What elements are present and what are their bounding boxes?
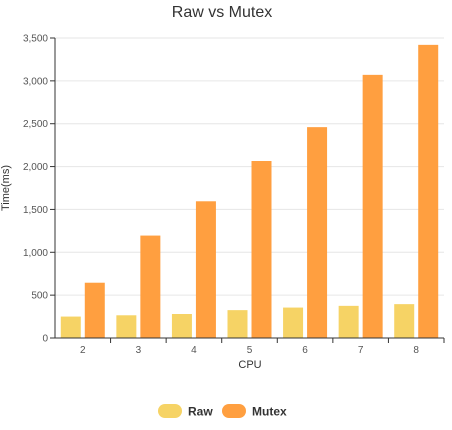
bars bbox=[60, 44, 439, 339]
bar-raw-2[interactable] bbox=[60, 316, 81, 338]
x-tick-label: 3 bbox=[136, 345, 142, 356]
legend-swatch bbox=[158, 404, 182, 418]
x-axis-ticks: 2 3 4 5 6 7 8 bbox=[80, 338, 445, 356]
y-tick-label: 3,000 bbox=[23, 76, 48, 87]
bar-raw-6[interactable] bbox=[283, 307, 304, 338]
bar-raw-4[interactable] bbox=[171, 314, 192, 338]
y-tick-label: 1,000 bbox=[23, 248, 48, 259]
chart-title: Raw vs Mutex bbox=[172, 4, 272, 21]
legend-item-raw[interactable]: Raw bbox=[158, 404, 213, 419]
bar-raw-8[interactable] bbox=[394, 304, 415, 338]
x-tick-label: 6 bbox=[302, 345, 308, 356]
x-tick-label: 2 bbox=[80, 345, 86, 356]
legend-label: Raw bbox=[188, 405, 213, 419]
bar-raw-5[interactable] bbox=[227, 310, 248, 338]
y-tick-label: 3,500 bbox=[23, 34, 48, 45]
legend-label: Mutex bbox=[252, 405, 287, 419]
x-tick-label: 5 bbox=[247, 345, 253, 356]
bar-raw-7[interactable] bbox=[338, 305, 359, 338]
x-tick-label: 4 bbox=[191, 345, 197, 356]
bar-mutex-6[interactable] bbox=[307, 127, 328, 339]
y-axis-ticks: 0 500 1,000 1,500 2,000 2,500 3,000 3,500 bbox=[23, 34, 55, 345]
x-tick-label: 8 bbox=[413, 345, 419, 356]
axes bbox=[54, 38, 444, 339]
bar-mutex-8[interactable] bbox=[418, 44, 439, 338]
y-tick-label: 0 bbox=[42, 334, 48, 345]
bar-mutex-2[interactable] bbox=[84, 282, 105, 338]
y-axis-title: Time(ms) bbox=[0, 165, 12, 211]
bar-mutex-4[interactable] bbox=[195, 201, 216, 338]
y-tick-label: 500 bbox=[31, 291, 48, 302]
legend[interactable]: Raw Mutex bbox=[158, 404, 287, 419]
y-tick-label: 1,500 bbox=[23, 205, 48, 216]
bar-mutex-7[interactable] bbox=[362, 74, 383, 338]
y-tick-label: 2,000 bbox=[23, 162, 48, 173]
legend-swatch bbox=[222, 404, 246, 418]
x-axis-title: CPU bbox=[238, 359, 261, 371]
legend-item-mutex[interactable]: Mutex bbox=[222, 404, 287, 419]
y-tick-label: 2,500 bbox=[23, 119, 48, 130]
bar-raw-3[interactable] bbox=[116, 315, 137, 338]
x-tick-label: 7 bbox=[358, 345, 364, 356]
bar-mutex-5[interactable] bbox=[251, 161, 272, 338]
bar-mutex-3[interactable] bbox=[140, 235, 161, 338]
grid-lines bbox=[55, 37, 444, 296]
